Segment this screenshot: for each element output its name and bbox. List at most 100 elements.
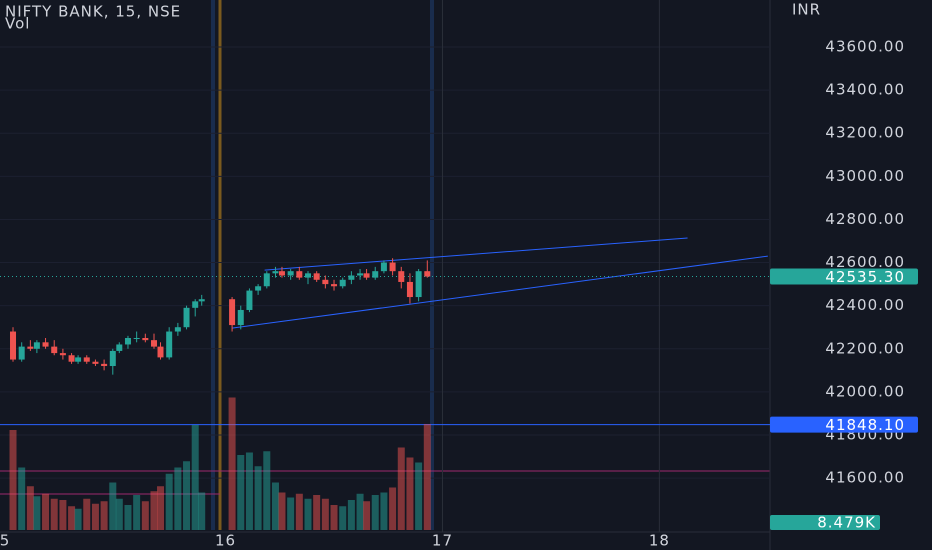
y-tick-label: 42000.00	[825, 382, 905, 400]
candle-body	[51, 346, 58, 354]
candle-body	[313, 273, 320, 280]
chart-title: NIFTY BANK, 15, NSE	[5, 3, 181, 21]
candle-body	[278, 271, 285, 276]
volume-bar	[109, 482, 117, 530]
candle-body	[166, 331, 173, 358]
candle-body	[124, 337, 131, 345]
volume-bar	[18, 467, 26, 530]
last-volume-label: 8.479K	[817, 514, 876, 532]
volume-bar	[115, 498, 123, 530]
candle-body	[287, 271, 294, 276]
y-tick-label: 41600.00	[825, 469, 905, 487]
candle-body	[10, 331, 17, 360]
volume-bar	[263, 451, 271, 530]
volume-bar	[91, 503, 99, 530]
candle-body	[109, 350, 116, 367]
last-price-box	[770, 268, 918, 285]
volume-bar	[174, 467, 182, 530]
x-tick-label: 16	[215, 532, 236, 550]
y-tick-label: 42400.00	[825, 296, 905, 314]
candle-body	[92, 361, 99, 364]
candle-body	[348, 275, 355, 280]
candle-body	[389, 262, 396, 272]
volume-bar	[287, 497, 295, 530]
volume-bar	[33, 496, 41, 530]
candle-body	[237, 309, 244, 326]
volume-bar	[50, 498, 58, 530]
volume-bar	[59, 500, 67, 530]
volume-bar	[347, 500, 355, 530]
candle-body	[68, 355, 75, 362]
y-tick-label: 42600.00	[825, 253, 905, 271]
volume-bar	[397, 447, 405, 530]
candle-body	[272, 271, 279, 274]
candle-body	[42, 342, 49, 347]
candle-body	[296, 271, 303, 278]
volume-bar	[245, 452, 253, 530]
volume-bar	[278, 492, 286, 530]
candle-body	[372, 271, 379, 278]
candle-body	[59, 353, 66, 356]
candle-body	[229, 299, 236, 326]
candle-body	[142, 337, 149, 341]
candle-body	[363, 273, 370, 278]
candle-body	[116, 344, 123, 351]
volume-bar	[371, 495, 379, 530]
candle-body	[83, 357, 90, 362]
candle-body	[415, 271, 422, 298]
candle-body	[18, 346, 25, 360]
volume-bar	[157, 486, 165, 530]
volume-bar	[165, 473, 173, 530]
volume-bar	[183, 461, 191, 530]
candle-body	[263, 273, 270, 287]
y-tick-label: 43600.00	[825, 37, 905, 55]
volume-bar	[191, 425, 199, 530]
candle-body	[27, 346, 34, 349]
candle-body	[339, 279, 346, 287]
volume-bar	[389, 487, 397, 530]
volume-bar	[68, 506, 76, 530]
candle-body	[255, 286, 262, 291]
currency-label: INR	[792, 1, 821, 19]
y-tick-label: 43000.00	[825, 167, 905, 185]
volume-bar	[339, 506, 347, 530]
horizontal-line-box	[770, 416, 918, 433]
volume-bar	[9, 430, 17, 530]
x-tick-label: 5	[0, 532, 10, 550]
trend-line	[264, 237, 688, 271]
volume-bar	[313, 495, 321, 530]
volume-bar	[330, 505, 338, 530]
volume-bar	[83, 498, 91, 530]
y-tick-label: 43200.00	[825, 124, 905, 142]
volume-bar	[228, 397, 236, 530]
volume-bar	[133, 495, 141, 530]
candle-body	[406, 281, 413, 298]
candle-body	[174, 327, 181, 332]
candle-body	[157, 346, 164, 358]
volume-bar	[304, 498, 312, 530]
volume-bar	[74, 508, 82, 530]
volume-bar	[356, 493, 364, 530]
volume-bar	[321, 498, 329, 530]
candle-body	[246, 290, 253, 310]
volume-bar	[423, 424, 431, 530]
candle-body	[75, 357, 82, 362]
last-price-label: 42535.30	[825, 268, 905, 286]
y-tick-label: 42800.00	[825, 210, 905, 228]
candle-body	[380, 262, 387, 272]
volume-bar	[198, 492, 206, 530]
volume-bar	[406, 457, 414, 530]
volume-bar	[380, 492, 388, 530]
candle-body	[424, 271, 431, 277]
x-tick-label: 17	[432, 532, 453, 550]
volume-bar	[295, 493, 303, 530]
candle-body	[398, 271, 405, 282]
volume-bar	[254, 466, 262, 530]
candle-body	[33, 342, 40, 349]
volume-bar	[141, 501, 149, 530]
horizontal-line-label: 41848.10	[825, 416, 905, 434]
volume-bar	[271, 482, 279, 530]
candle-body	[198, 299, 205, 302]
last-volume-box	[770, 515, 880, 530]
candle-body	[101, 363, 108, 367]
